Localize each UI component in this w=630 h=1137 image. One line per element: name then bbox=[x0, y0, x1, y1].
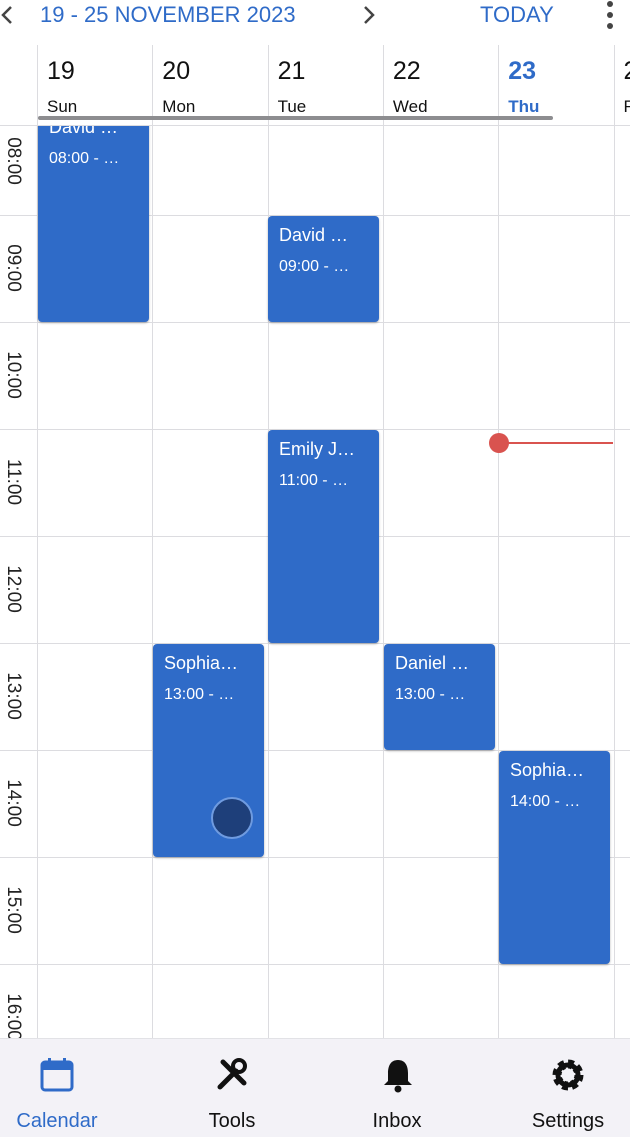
hour-label: 08:00 bbox=[2, 131, 24, 191]
event-title: David … bbox=[279, 225, 348, 246]
week-title: 19 - 25 NOVEMBER 2023 bbox=[40, 2, 296, 28]
day-date: 19 bbox=[47, 57, 75, 86]
hour-label: 16:00 bbox=[2, 987, 24, 1038]
event[interactable]: Emily J… 11:00 - … bbox=[268, 430, 379, 643]
event-time: 14:00 - … bbox=[510, 793, 580, 811]
day-line bbox=[268, 45, 269, 125]
event-time: 08:00 - … bbox=[49, 150, 119, 168]
event[interactable]: Sophia… 13:00 - … bbox=[153, 644, 264, 857]
tab-calendar[interactable]: Calendar bbox=[0, 1110, 127, 1133]
menu-button[interactable] bbox=[604, 0, 616, 30]
day-weekday: Mon bbox=[162, 97, 195, 117]
hour-label: 10:00 bbox=[2, 345, 24, 405]
event[interactable]: Daniel … 13:00 - … bbox=[384, 644, 495, 750]
hour-label: 09:00 bbox=[2, 238, 24, 298]
calendar-icon bbox=[39, 1057, 75, 1093]
next-button[interactable] bbox=[362, 4, 376, 26]
day-weekday: Fri bbox=[624, 97, 630, 117]
event-time: 11:00 - … bbox=[279, 472, 348, 490]
hour-line bbox=[0, 964, 630, 965]
day-line bbox=[498, 45, 499, 125]
now-line bbox=[499, 442, 613, 444]
day-weekday: Sun bbox=[47, 97, 77, 117]
event-time: 09:00 - … bbox=[279, 258, 349, 276]
day-line bbox=[152, 45, 153, 125]
day-line bbox=[37, 45, 38, 125]
hour-line bbox=[0, 322, 630, 323]
day-line bbox=[614, 45, 615, 1038]
day-line bbox=[614, 45, 615, 125]
prev-button[interactable] bbox=[0, 4, 14, 26]
day-date: 23 bbox=[508, 57, 536, 86]
day-weekday: Tue bbox=[278, 97, 307, 117]
touch-indicator bbox=[211, 797, 253, 839]
day-date: 24 bbox=[624, 57, 630, 86]
hour-label: 14:00 bbox=[2, 773, 24, 833]
inbox-icon bbox=[380, 1057, 416, 1093]
event-title: Sophia… bbox=[164, 653, 238, 674]
event[interactable]: Sophia… 14:00 - … bbox=[499, 751, 610, 964]
day-line bbox=[383, 45, 384, 1038]
event-title: Emily J… bbox=[279, 439, 355, 460]
day-header: 19 Sun 20 Mon 21 Tue 22 Wed 23 Thu 24 Fri bbox=[0, 30, 630, 126]
day-date: 22 bbox=[393, 57, 421, 86]
now-dot bbox=[489, 433, 509, 453]
day-date: 21 bbox=[278, 57, 306, 86]
settings-icon bbox=[550, 1057, 586, 1093]
tab-inbox[interactable]: Inbox bbox=[327, 1110, 467, 1133]
hour-label: 13:00 bbox=[2, 666, 24, 726]
event-time: 13:00 - … bbox=[395, 686, 465, 704]
event-title: Sophia… bbox=[510, 760, 584, 781]
event-title: Daniel … bbox=[395, 653, 469, 674]
hour-label: 12:00 bbox=[2, 559, 24, 619]
day-line bbox=[383, 45, 384, 125]
day-weekday: Wed bbox=[393, 97, 428, 117]
day-weekday: Thu bbox=[508, 97, 539, 117]
hour-label: 11:00 bbox=[2, 452, 24, 512]
tools-icon bbox=[214, 1057, 250, 1093]
tab-tools[interactable]: Tools bbox=[162, 1110, 302, 1133]
event-time: 13:00 - … bbox=[164, 686, 234, 704]
top-bar: 19 - 25 NOVEMBER 2023 TODAY bbox=[0, 0, 630, 30]
day-line bbox=[152, 45, 153, 1038]
today-button[interactable]: TODAY bbox=[480, 2, 554, 28]
tab-settings[interactable]: Settings bbox=[498, 1110, 630, 1133]
hour-line bbox=[0, 643, 630, 644]
hour-label: 15:00 bbox=[2, 880, 24, 940]
event[interactable]: David …08:00 - … bbox=[38, 108, 149, 322]
scrollbar bbox=[38, 116, 553, 120]
day-date: 20 bbox=[162, 57, 190, 86]
event[interactable]: David … 09:00 - … bbox=[268, 216, 379, 322]
